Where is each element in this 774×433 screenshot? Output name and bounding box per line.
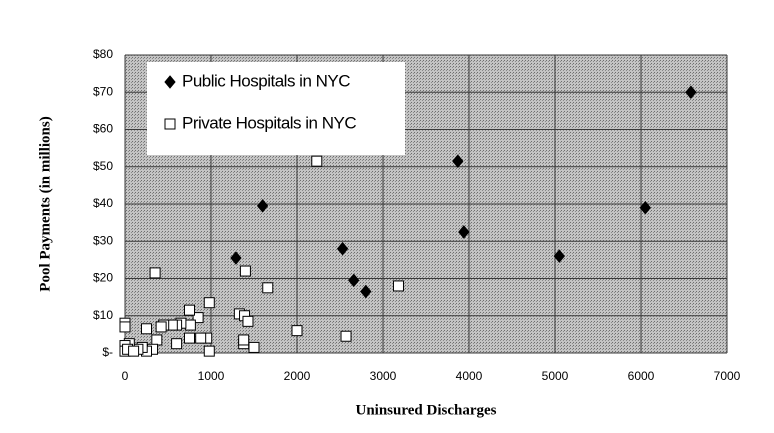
point (119, 321, 131, 333)
point (248, 341, 260, 353)
point (128, 345, 140, 357)
point (256, 199, 269, 213)
point (639, 200, 651, 215)
x-tick-label: 4000 (456, 369, 483, 383)
point (203, 297, 215, 309)
y-tick-label: $50 (93, 159, 113, 173)
y-tick-label: $30 (93, 233, 113, 247)
point (458, 225, 470, 239)
point (262, 282, 274, 294)
x-axis-label: Uninsured Discharges (356, 402, 497, 418)
point (184, 319, 196, 331)
y-axis-label: Pool Payments (in millions) (37, 116, 53, 291)
x-tick-label: 7000 (714, 369, 741, 383)
point (340, 330, 352, 342)
point (149, 267, 161, 279)
legend-box (147, 62, 405, 155)
point (155, 321, 167, 333)
point (192, 312, 204, 324)
point (195, 332, 207, 344)
y-tick-label: $- (102, 345, 113, 359)
point (141, 323, 152, 335)
point (336, 241, 349, 256)
y-tick-label: $70 (93, 84, 113, 98)
y-tick-label: $40 (93, 196, 113, 210)
point (184, 332, 195, 344)
y-tick-label: $20 (93, 271, 113, 285)
legend-marker (164, 75, 176, 89)
point (392, 280, 404, 292)
y-tick-label: $80 (93, 47, 113, 61)
point (242, 315, 254, 327)
point (360, 284, 372, 299)
point (685, 85, 697, 100)
x-tick-label: 3000 (370, 369, 397, 383)
point (311, 155, 323, 167)
point (184, 304, 195, 316)
x-tick-label: 5000 (542, 369, 569, 383)
x-tick-label: 0 (122, 369, 129, 383)
point (238, 334, 250, 346)
point (348, 273, 360, 288)
x-tick-label: 6000 (628, 369, 655, 383)
point (151, 334, 163, 346)
x-tick-label: 1000 (198, 369, 225, 383)
point (239, 265, 251, 277)
x-tick-label: 2000 (284, 369, 311, 383)
point (230, 251, 242, 265)
legend-label: Public Hospitals in NYC (182, 71, 350, 90)
point (171, 338, 183, 350)
legend-marker (164, 118, 176, 130)
point (452, 154, 464, 168)
legend-label: Private Hospitals in NYC (182, 113, 356, 132)
point (553, 249, 565, 263)
point (291, 325, 303, 337)
y-tick-label: $10 (93, 308, 113, 322)
point (203, 345, 215, 357)
y-tick-label: $60 (93, 122, 113, 136)
